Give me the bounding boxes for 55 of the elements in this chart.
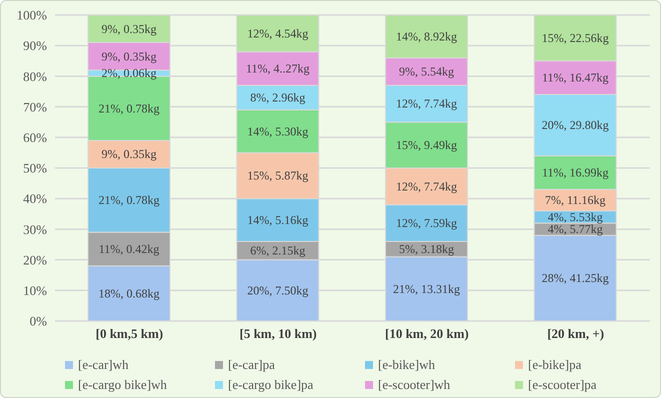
data-label: 4%, 5.53kg [548, 210, 603, 224]
data-label: 9%, 0.35kg [102, 49, 156, 64]
data-label: 5%, 3.18kg [399, 242, 454, 256]
data-label: 15%, 22.56kg [542, 30, 609, 45]
data-label: 6%, 2.15kg [250, 244, 306, 258]
y-tick-label: 70% [23, 99, 48, 114]
data-label: 11%, 16.47kg [542, 70, 609, 85]
data-label: 11%, 4..27kg [246, 62, 310, 76]
data-label: 12%, 7.59kg [396, 216, 457, 230]
y-tick-label: 80% [23, 68, 48, 84]
data-label: 21%, 0.78kg [98, 193, 160, 208]
x-tick-label: [5 km, 10 km) [239, 326, 317, 342]
legend-label: [e-scooter]pa [528, 377, 597, 393]
data-label: 4%, 5.77kg [548, 222, 603, 236]
data-label: 12%, 4.54kg [247, 26, 308, 40]
data-label: 8%, 2.96kg [250, 90, 306, 105]
legend-label: [e-cargo bike]wh [78, 377, 167, 393]
y-tick-label: 10% [23, 283, 48, 298]
y-tick-label: 40% [23, 191, 48, 206]
legend-label: [e-car]wh [78, 357, 129, 373]
legend-label: [e-bike]wh [378, 357, 436, 373]
y-tick-label: 60% [23, 130, 48, 146]
data-label: 28%, 41.25kg [542, 271, 609, 286]
legend-label: [e-car]pa [228, 357, 275, 373]
y-tick-label: 30% [23, 222, 48, 237]
data-label: 9%, 5.54kg [399, 64, 454, 79]
data-label: 9%, 0.35kg [102, 147, 156, 162]
y-tick-label: 90% [23, 38, 48, 54]
data-label: 21%, 0.78kg [98, 101, 160, 116]
data-label: 14%, 5.16kg [247, 213, 308, 228]
data-label: 14%, 5.30kg [247, 124, 308, 138]
data-label: 20%, 7.50kg [247, 283, 308, 298]
data-label: 15%, 9.49kg [396, 138, 457, 152]
y-tick-label: 100% [16, 8, 48, 23]
x-tick-label: [10 km, 20 km) [384, 326, 469, 342]
data-label: 11%, 16.99kg [542, 166, 609, 180]
data-label: 2%, 0.06kg [102, 66, 156, 80]
legend-label: [e-cargo bike]pa [228, 377, 314, 393]
data-label: 15%, 5.87kg [247, 168, 308, 183]
data-label: 12%, 7.74kg [396, 179, 457, 194]
data-label: 18%, 0.68kg [98, 286, 160, 300]
data-label: 9%, 0.35kg [102, 22, 156, 36]
y-tick-label: 0% [30, 314, 48, 329]
data-label: 7%, 11.16kg [544, 193, 606, 208]
data-label: 11%, 0.42kg [98, 242, 160, 256]
data-label: 21%, 13.31kg [393, 282, 460, 296]
legend-label: [e-scooter]wh [378, 377, 450, 393]
y-tick-label: 50% [23, 160, 48, 176]
x-tick-label: [20 km, +) [547, 326, 604, 342]
data-label: 20%, 29.80kg [542, 118, 609, 132]
data-label: 14%, 8.92kg [396, 29, 457, 44]
y-tick-label: 20% [23, 252, 48, 268]
data-label: 12%, 7.74kg [396, 96, 457, 111]
legend-label: [e-bike]pa [528, 357, 582, 373]
x-tick-label: [0 km,5 km) [96, 326, 164, 342]
